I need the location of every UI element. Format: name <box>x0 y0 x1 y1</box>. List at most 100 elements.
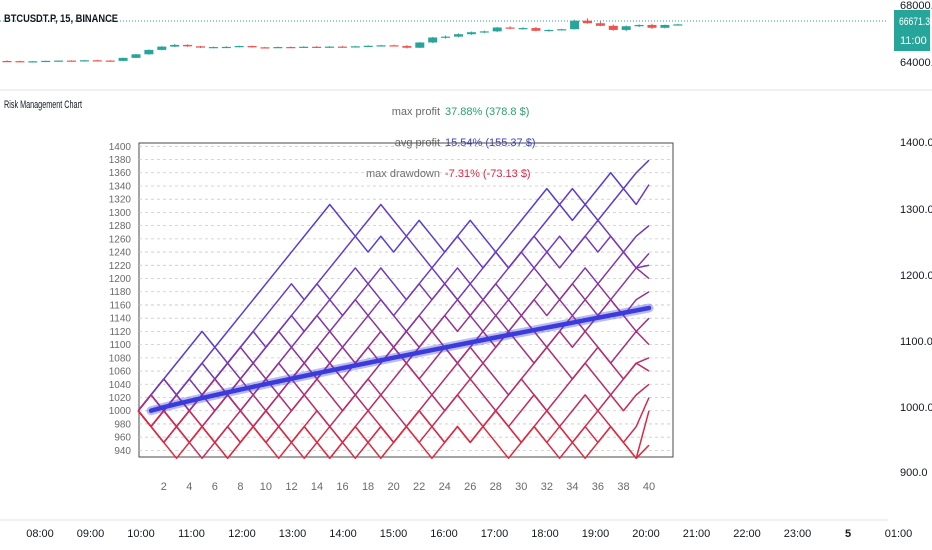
bar-countdown: 11:00 <box>900 35 927 47</box>
candle <box>234 45 244 48</box>
x-axis-labels: 2 4 6 8 10 12 14 16 18 20 22 24 26 28 30 32 34 36 38 40 <box>161 481 655 493</box>
time-axis-label: 21:00 <box>683 528 711 540</box>
plot-frame <box>138 142 674 458</box>
candle-body <box>428 37 438 43</box>
symbol-label[interactable]: BTCUSDT.P, 15, BINANCE <box>4 13 118 25</box>
time-axis-label: 14:00 <box>329 528 357 540</box>
candle-body <box>144 49 154 55</box>
time-axis-label: 15:00 <box>380 528 408 540</box>
time-axis-label: 18:00 <box>531 528 559 540</box>
candle <box>389 44 399 47</box>
x-tick-label: 30 <box>515 481 527 493</box>
price-scale[interactable]: 68000.0 64000.0 66671.3 11:00 <box>894 0 932 69</box>
candle-body <box>325 46 334 48</box>
x-tick-label: 4 <box>186 481 192 493</box>
indicator-pane[interactable]: Risk Management Chart max profit 37.88% (… <box>4 99 932 493</box>
candle <box>376 44 386 47</box>
equity-curve <box>137 409 650 460</box>
x-tick-label: 34 <box>566 481 578 493</box>
indicator-scale-label: 1200.0 <box>900 270 932 282</box>
candlesticks[interactable] <box>2 18 683 63</box>
indicator-scale-label: 1300.0 <box>900 204 932 216</box>
indicator-title[interactable]: Risk Management Chart <box>4 99 82 111</box>
candle-body <box>363 45 373 47</box>
time-axis[interactable]: 08:00 09:00 10:00 11:00 12:00 13:00 14:00 15:00… <box>0 519 913 540</box>
y-tick-label: 1020 <box>109 393 132 404</box>
y-tick-label: 1200 <box>109 274 132 285</box>
candle <box>312 46 322 48</box>
candle-body <box>28 61 38 63</box>
x-tick-label: 28 <box>490 481 502 493</box>
candle-body <box>505 27 515 29</box>
candle-body <box>105 60 115 62</box>
candle <box>260 46 270 49</box>
time-axis-label: 17:00 <box>481 528 509 540</box>
candle-body <box>634 24 644 27</box>
indicator-scale[interactable]: 1400.0 1300.0 1200.0 1100.0 1000.0 900.0 <box>900 137 932 479</box>
candle <box>595 21 605 27</box>
x-tick-label: 38 <box>617 481 629 493</box>
candle-body <box>595 23 605 26</box>
candle-body <box>415 42 425 48</box>
time-axis-label: 08:00 <box>26 528 54 540</box>
candle <box>286 46 296 49</box>
time-axis-label: 20:00 <box>632 528 660 540</box>
candle <box>531 26 541 32</box>
candle <box>170 44 180 48</box>
candle-body <box>299 46 309 48</box>
candle <box>157 46 167 51</box>
equity-curve <box>137 346 650 444</box>
x-tick-label: 10 <box>260 481 272 493</box>
candle-body <box>273 47 283 49</box>
candle-body <box>454 34 463 37</box>
candle-body <box>260 47 270 49</box>
x-tick-label: 16 <box>336 481 348 493</box>
candle <box>544 29 554 32</box>
candle <box>273 46 283 49</box>
time-axis-label: 23:00 <box>784 528 812 540</box>
candle-body <box>479 31 489 33</box>
time-axis-label: 16:00 <box>430 528 458 540</box>
candle <box>441 35 451 39</box>
time-axis-label: 19:00 <box>582 528 610 540</box>
candle-body <box>350 46 360 48</box>
candle-body <box>54 60 64 62</box>
candle <box>118 57 128 62</box>
y-tick-label: 980 <box>114 419 131 430</box>
candle-body <box>234 46 244 48</box>
price-scale-label-low: 64000.0 <box>900 57 932 69</box>
y-tick-label: 940 <box>114 446 131 457</box>
candle <box>79 60 89 62</box>
candle-body <box>2 61 12 63</box>
candle <box>221 46 231 49</box>
time-axis-label: 10:00 <box>127 528 155 540</box>
candle <box>621 25 631 32</box>
time-axis-label: 01:00 <box>885 528 913 540</box>
candle-body <box>570 20 580 30</box>
candle <box>518 27 528 30</box>
candle-body <box>376 45 386 47</box>
candle <box>41 60 51 63</box>
candle-body <box>466 32 476 35</box>
candle-body <box>247 46 257 48</box>
stat-value: -7.31% (-73.13 $) <box>445 168 531 180</box>
y-tick-label: 1380 <box>109 155 132 166</box>
candle-body <box>79 60 89 62</box>
candle-body <box>389 45 399 47</box>
candle <box>557 28 567 31</box>
equity-curve <box>137 184 650 412</box>
price-pane[interactable]: BTCUSDT.P, 15, BINANCE <box>0 0 888 90</box>
candle <box>479 30 489 34</box>
equity-curve <box>137 410 650 460</box>
candle <box>131 54 141 59</box>
x-tick-label: 32 <box>541 481 553 493</box>
indicator-scale-label: 1000.0 <box>900 402 932 414</box>
candle-body <box>221 46 231 49</box>
x-tick-label: 22 <box>413 481 425 493</box>
candle-body <box>286 47 296 49</box>
x-tick-label: 40 <box>643 481 655 493</box>
candle <box>647 23 657 29</box>
candle-body <box>67 60 76 62</box>
y-tick-label: 1320 <box>109 195 132 206</box>
